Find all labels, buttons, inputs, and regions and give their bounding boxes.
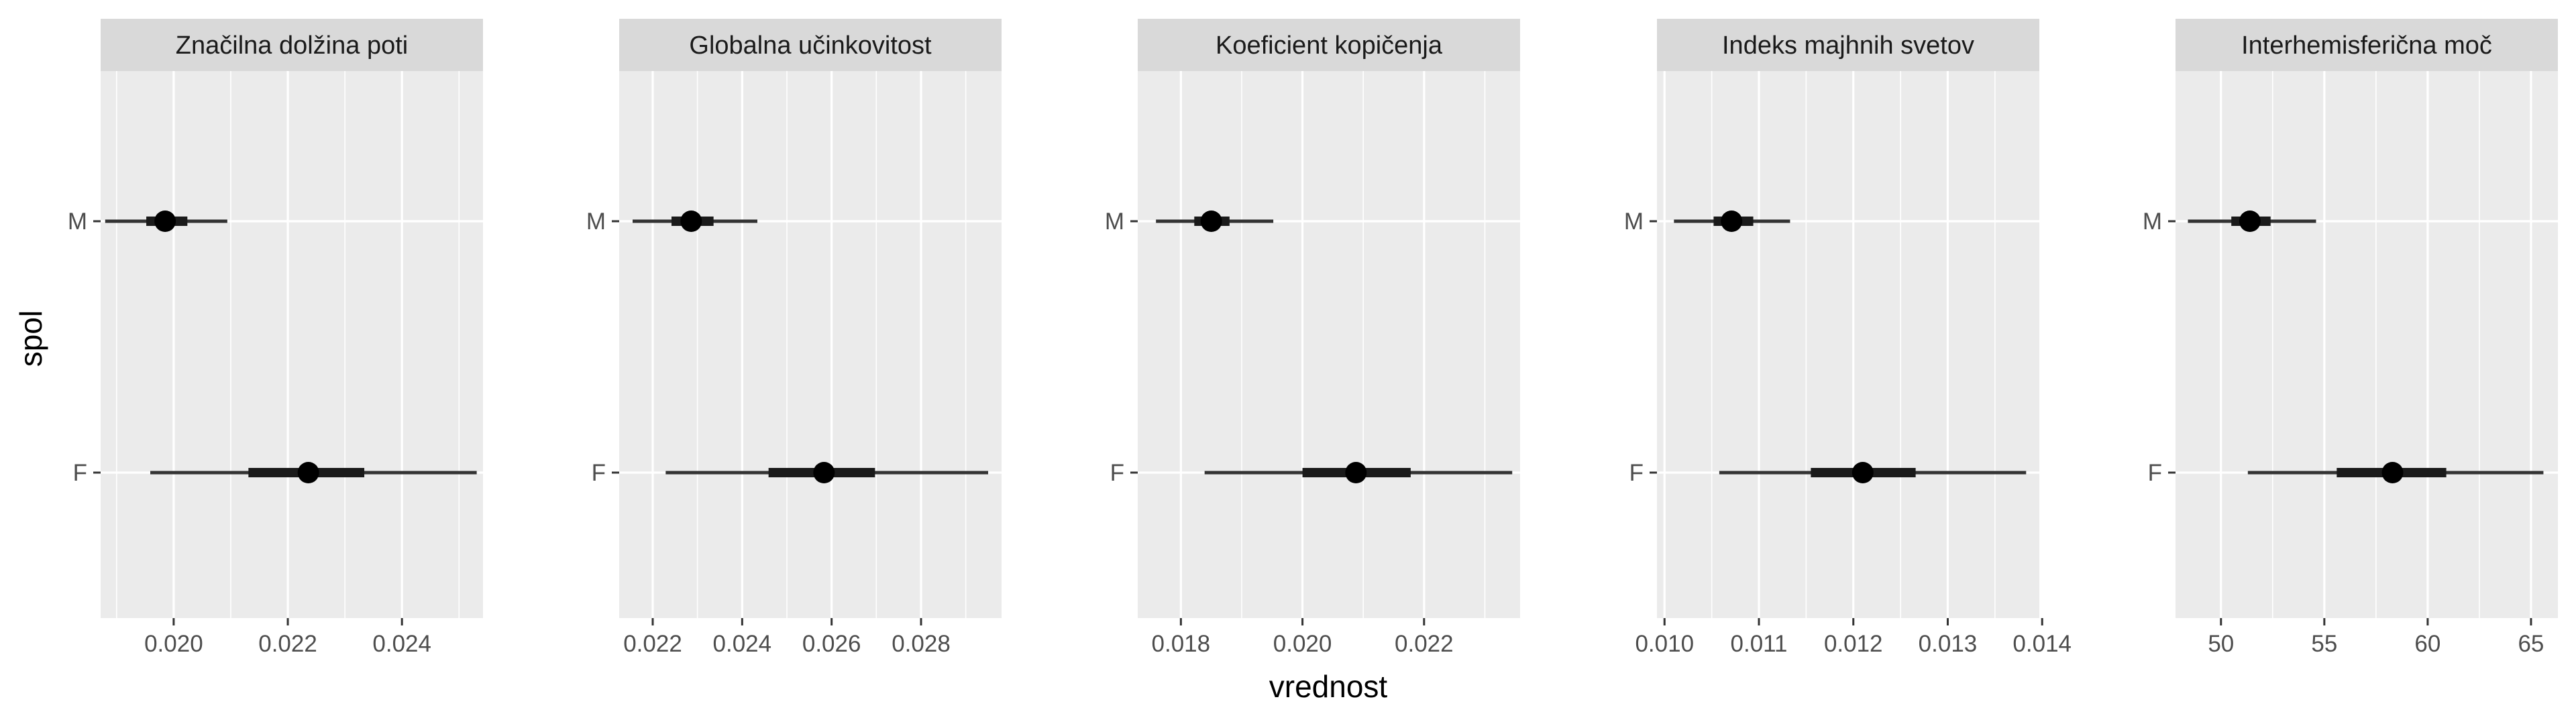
- x-tick-label: 55: [2311, 631, 2337, 657]
- facet-title: Značilna dolžina poti: [176, 32, 408, 60]
- point-estimate-F: [2381, 462, 2404, 483]
- x-tick-label: 0.014: [2012, 631, 2072, 657]
- panel-background: [1657, 71, 2039, 618]
- point-estimate-M: [1721, 210, 1743, 232]
- facet-strip: [1138, 19, 1520, 71]
- y-tick-label: M: [586, 208, 606, 235]
- panel-background: [2176, 71, 2558, 618]
- y-tick-label: F: [1629, 460, 1644, 486]
- point-estimate-F: [297, 462, 319, 483]
- y-axis-title: spol: [13, 310, 48, 367]
- x-tick-label: 0.018: [1152, 631, 1211, 657]
- y-tick-label: F: [73, 460, 87, 486]
- y-tick-label: M: [1624, 208, 1644, 235]
- x-tick-label: 0.020: [1273, 631, 1332, 657]
- point-estimate-M: [680, 210, 702, 232]
- panel-4: Indeks majhnih svetov 0.010 0.011 0.012 0.01…: [1624, 19, 2072, 657]
- panel-background: [101, 71, 483, 618]
- panel-background: [619, 71, 1002, 618]
- x-tick-label: 0.022: [258, 631, 317, 657]
- y-tick-label: M: [2143, 208, 2162, 235]
- facet-title: Koeficient kopičenja: [1216, 32, 1443, 60]
- facet-strip: [2176, 19, 2558, 71]
- facet-title: Indeks majhnih svetov: [1722, 32, 1974, 60]
- y-tick-label: F: [1110, 460, 1124, 486]
- point-estimate-M: [1200, 210, 1222, 232]
- y-tick-label: F: [592, 460, 606, 486]
- x-tick-label: 60: [2414, 631, 2440, 657]
- panel-3: Koeficient kopičenja 0.018 0.020 0.022 M F: [1105, 19, 1520, 657]
- y-tick-label: M: [1105, 208, 1124, 235]
- panel-5: Interhemisferična moč 50 55 60 65 M F: [2143, 19, 2558, 657]
- x-tick-label: 0.022: [623, 631, 682, 657]
- x-tick-label: 0.020: [144, 631, 203, 657]
- point-estimate-F: [1345, 462, 1367, 483]
- x-tick-label: 0.011: [1731, 631, 1788, 657]
- panel-2: Globalna učinkovitost 0.022 0.024 0.026 0.02…: [586, 19, 1002, 657]
- facet-title: Interhemisferična moč: [2241, 32, 2492, 60]
- x-tick-label: 0.012: [1824, 631, 1883, 657]
- x-tick-label: 0.010: [1635, 631, 1694, 657]
- panel-1: Značilna dolžina poti 0.020 0.022 0.024 M F: [68, 19, 483, 657]
- y-tick-label: F: [2148, 460, 2162, 486]
- facet-strip: [619, 19, 1002, 71]
- point-estimate-F: [813, 462, 835, 483]
- x-tick-label: 50: [2208, 631, 2234, 657]
- x-tick-label: 0.028: [892, 631, 951, 657]
- facet-title: Globalna učinkovitost: [689, 32, 932, 60]
- x-tick-label: 0.013: [1919, 631, 1978, 657]
- x-tick-label: 0.024: [713, 631, 772, 657]
- point-estimate-F: [1851, 462, 1874, 483]
- y-tick-label: M: [68, 208, 87, 235]
- panel-background: [1138, 71, 1520, 618]
- x-tick-label: 0.026: [802, 631, 861, 657]
- facet-strip: [101, 19, 483, 71]
- x-tick-label: 0.024: [372, 631, 431, 657]
- x-tick-label: 0.022: [1395, 631, 1454, 657]
- point-estimate-M: [2239, 210, 2261, 232]
- x-axis-title: vrednost: [1269, 669, 1388, 704]
- x-tick-label: 65: [2518, 631, 2544, 657]
- point-estimate-M: [154, 210, 176, 232]
- facet-strip: [1657, 19, 2039, 71]
